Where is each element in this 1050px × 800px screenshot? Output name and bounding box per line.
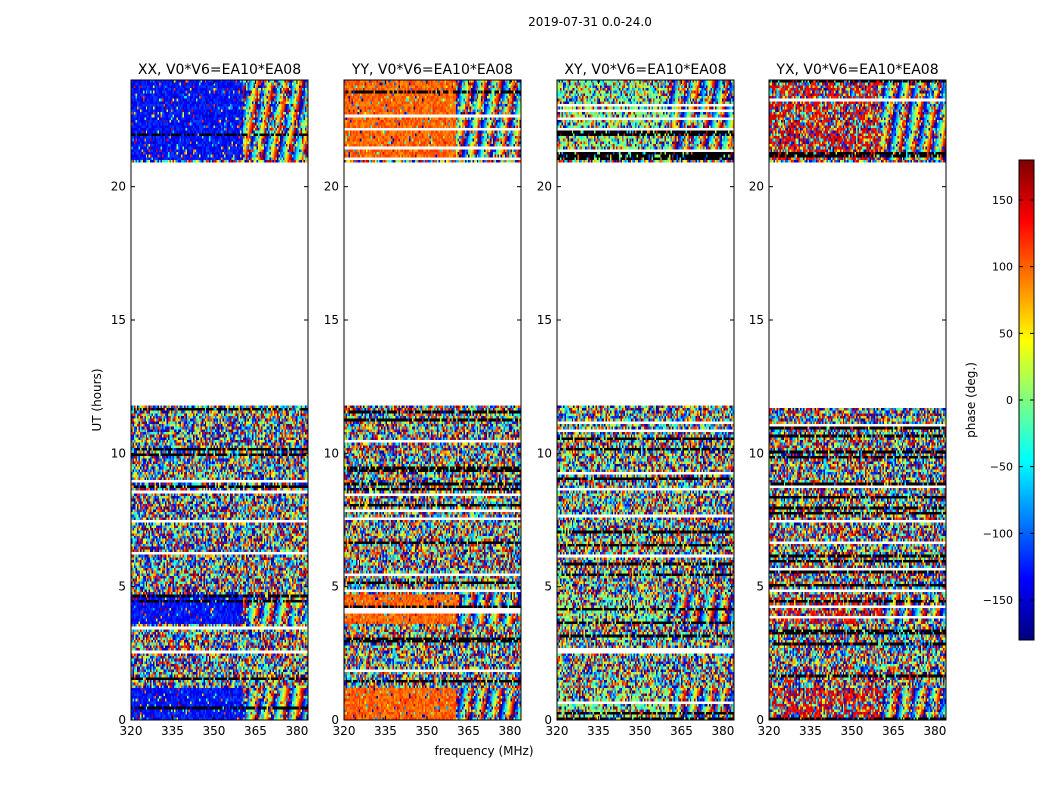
x-tick-label: 335	[799, 724, 822, 738]
x-tick-label: 350	[203, 724, 226, 738]
x-tick-label: 335	[587, 724, 610, 738]
panel-title: XY, V0*V6=EA10*EA08	[564, 62, 726, 78]
y-tick-label: 0	[118, 713, 126, 727]
y-tick-label: 20	[324, 180, 339, 194]
x-tick-label: 335	[161, 724, 184, 738]
x-tick-label: 380	[711, 724, 734, 738]
x-tick-label: 365	[457, 724, 480, 738]
y-tick-label: 15	[537, 313, 552, 327]
heatmap-image	[557, 80, 734, 720]
panel-frame	[130, 79, 309, 721]
panel-0: XX, V0*V6=EA10*EA08 320 335 350 365 380 0 5 10 15…	[111, 62, 309, 738]
y-tick-label: 10	[111, 446, 126, 460]
panel-frame	[343, 79, 522, 721]
colorbar-tick-label: −50	[990, 461, 1013, 474]
x-tick-label: 320	[758, 724, 781, 738]
y-tick-label: 10	[749, 446, 764, 460]
panel-title: XX, V0*V6=EA10*EA08	[138, 62, 301, 78]
y-tick-label: 10	[537, 446, 552, 460]
y-tick-label: 20	[537, 180, 552, 194]
y-tick-label: 15	[324, 313, 339, 327]
colorbar-tick-label: 100	[992, 261, 1013, 274]
y-tick-label: 10	[324, 446, 339, 460]
colorbar: 150 100 50 0 −50 −100 −150	[983, 159, 1035, 641]
y-tick-label: 5	[544, 580, 552, 594]
panel-frame	[556, 79, 735, 721]
x-tick-label: 365	[882, 724, 905, 738]
x-tick-label: 380	[285, 724, 308, 738]
panel-1: YY, V0*V6=EA10*EA08 320 335 350 365 380 0 5 10 15…	[324, 62, 522, 738]
panels-group: XX, V0*V6=EA10*EA08 320 335 350 365 380 0 5 10 15…	[111, 62, 947, 738]
colorbar-gradient	[1019, 160, 1034, 640]
y-tick-label: 20	[749, 180, 764, 194]
x-tick-label: 365	[670, 724, 693, 738]
y-tick-label: 0	[756, 713, 764, 727]
x-tick-label: 365	[244, 724, 267, 738]
x-tick-label: 320	[120, 724, 143, 738]
y-tick-label: 15	[111, 313, 126, 327]
x-tick-label: 320	[333, 724, 356, 738]
colorbar-tick-label: −100	[983, 527, 1013, 540]
heatmap-image	[769, 80, 946, 720]
colorbar-tick-label: 0	[1006, 394, 1013, 407]
y-tick-label: 20	[111, 180, 126, 194]
colorbar-tick-label: −150	[983, 594, 1013, 607]
x-tick-label: 380	[498, 724, 521, 738]
x-axis-label: frequency (MHz)	[434, 744, 533, 758]
y-tick-label: 0	[544, 713, 552, 727]
x-tick-label: 350	[629, 724, 652, 738]
y-tick-label: 5	[756, 580, 764, 594]
colorbar-tick-label: 50	[999, 327, 1013, 340]
y-axis-label: UT (hours)	[90, 368, 104, 431]
panel-2: XY, V0*V6=EA10*EA08 320 335 350 365 380 0 5 10 15…	[537, 62, 735, 738]
y-tick-label: 5	[118, 580, 126, 594]
x-tick-label: 380	[923, 724, 946, 738]
x-tick-label: 320	[546, 724, 569, 738]
colorbar-label: phase (deg.)	[964, 362, 978, 438]
heatmap-image	[131, 80, 308, 720]
x-tick-label: 350	[416, 724, 439, 738]
x-tick-label: 335	[374, 724, 397, 738]
panel-frame	[768, 79, 947, 721]
y-tick-label: 0	[331, 713, 339, 727]
figure-suptitle: 2019-07-31 0.0-24.0	[528, 15, 652, 29]
panel-3: YX, V0*V6=EA10*EA08 320 335 350 365 380 0 5 10 15…	[749, 62, 947, 738]
panel-title: YY, V0*V6=EA10*EA08	[351, 62, 513, 78]
panel-title: YX, V0*V6=EA10*EA08	[775, 62, 938, 78]
heatmap-image	[344, 80, 521, 720]
y-tick-label: 5	[331, 580, 339, 594]
y-tick-label: 15	[749, 313, 764, 327]
colorbar-tick-label: 150	[992, 194, 1013, 207]
x-tick-label: 350	[841, 724, 864, 738]
